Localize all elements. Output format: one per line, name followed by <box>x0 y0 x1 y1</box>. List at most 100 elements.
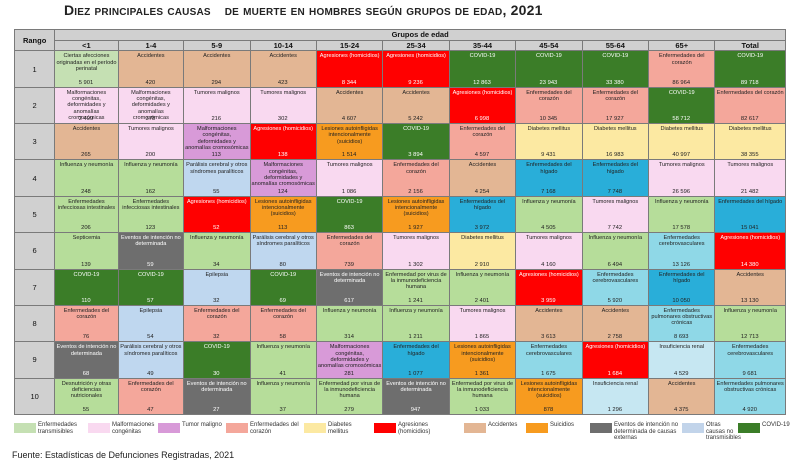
death-count: 80 <box>279 261 286 268</box>
death-count: 162 <box>145 188 156 195</box>
cause-label: COVID-19 <box>73 271 100 278</box>
death-count: 30 <box>213 370 220 377</box>
death-count: 2 758 <box>607 334 623 341</box>
cause-label: Tumores malignos <box>127 126 174 133</box>
cause-label: Tumores malignos <box>592 198 639 205</box>
cause-cell: Parálisis cerebral y otros síndromes par… <box>249 232 317 270</box>
cause-label: Accidentes <box>269 53 297 60</box>
cause-cell: Tumores malignos 200 <box>117 123 185 161</box>
death-count: 123 <box>145 225 156 232</box>
cause-cell: Eventos de intención no determinada 27 <box>183 377 251 416</box>
death-count: 69 <box>279 297 286 304</box>
cause-label: Lesiones autoinfligidas intencionalmente… <box>520 380 578 400</box>
death-count: 302 <box>277 116 288 123</box>
death-count: 15 041 <box>740 225 759 232</box>
table-body: Rango Grupos de edad <1 1-4 5-9 10-14 15-24 2… <box>13 28 786 416</box>
cause-cell: Influenza y neumonía 17 578 <box>648 195 716 234</box>
cause-cell: Tumores malignos 4 160 <box>515 232 583 270</box>
death-count: 4 607 <box>341 116 357 123</box>
column-header: 25-34 <box>382 39 450 52</box>
cause-cell: Enfermedades cerebrovasculares 1 675 <box>515 341 583 379</box>
cause-cell: Malformaciones congénitas, deformidades … <box>315 341 384 379</box>
cause-label: Influenza y neumonía <box>654 198 709 205</box>
cause-label: Influenza y neumonía <box>588 235 643 242</box>
cause-cell: Accidentes 5 242 <box>382 86 450 125</box>
table-row: 6 Septicemia 139 Eventos de intención no de… <box>13 232 786 270</box>
cause-label: Accidentes <box>736 271 764 278</box>
column-header: 10-14 <box>249 39 317 52</box>
death-count: 3 613 <box>541 334 556 341</box>
cause-label: Enfermedades del corazón <box>63 307 110 321</box>
cause-cell: Parálisis cerebral y otros síndromes par… <box>183 159 251 197</box>
cause-label: Enfermedades del hígado <box>526 162 572 175</box>
death-count: 206 <box>81 225 91 232</box>
legend-label: Diabetes mellitus <box>328 422 352 435</box>
rank-cell: 7 <box>13 268 56 306</box>
cause-label: Enfermedades pulmonares obstructivas cró… <box>716 380 784 393</box>
cause-cell: Enfermedades cerebrovasculares 13 126 <box>648 232 716 270</box>
table-row: 3 Accidentes 265 Tumores malignos 200 Malform… <box>13 123 786 161</box>
death-count: 7 742 <box>607 225 623 232</box>
cause-label: Influenza y neumonía <box>723 307 777 314</box>
death-count: 34 <box>213 261 220 268</box>
cause-label: Tumores malignos <box>260 89 307 96</box>
death-count: 1 077 <box>408 370 423 377</box>
cause-cell: Enfermedades del corazón 739 <box>315 232 384 270</box>
cause-cell: COVID-19 57 <box>117 268 185 306</box>
cause-label: Accidentes <box>402 89 430 96</box>
cause-cell: Diabetes mellitus 40 997 <box>648 123 716 161</box>
cause-cell: Diabetes mellitus 16 983 <box>581 123 650 161</box>
death-count: 26 596 <box>672 188 691 195</box>
cause-label: Influenza y neumonía <box>522 198 576 205</box>
legend-label: Eventos de intención no determinada de c… <box>614 422 679 442</box>
death-count: 1 865 <box>474 334 490 341</box>
rank-cell: 4 <box>13 159 56 197</box>
cause-label: Desnutrición y otras deficiencias nutric… <box>61 380 112 400</box>
cause-cell: Parálisis cerebral y otros síndromes par… <box>117 341 185 379</box>
cause-cell: Enfermedad por virus de la inmunodeficie… <box>448 377 517 416</box>
cause-label: Eventos de intención no determinada <box>121 235 181 248</box>
cause-cell: Enfermedades del hígado 7 168 <box>515 159 583 197</box>
death-count: 52 <box>213 225 220 232</box>
table-row: 5 Enfermedades infecciosas intestinales 20… <box>13 195 786 234</box>
death-count: 5 901 <box>78 79 94 86</box>
death-count: 12 863 <box>473 79 491 86</box>
legend-label: COVID-19 <box>762 422 790 428</box>
cause-cell: Influenza y neumonía 12 713 <box>714 304 786 343</box>
cause-cell: Tumores malignos 1 865 <box>448 304 517 343</box>
legend-swatch <box>14 423 36 433</box>
death-count: 1 241 <box>408 297 423 304</box>
cause-label: Accidentes <box>668 380 696 387</box>
cause-cell: Malformaciones congénitas, deformidades … <box>249 159 317 197</box>
age-groups-header: Grupos de edad <box>54 29 786 41</box>
page-title: Diez principales causas de muerte en homb… <box>64 2 764 20</box>
death-count: 16 983 <box>605 152 624 159</box>
cause-cell: Lesiones autoinfligidas intencionalmente… <box>315 123 384 161</box>
cause-label: Enfermedades infecciosas intestinales <box>57 198 116 212</box>
death-count: 1 296 <box>607 407 623 413</box>
cause-label: COVID-19 <box>336 198 363 205</box>
cause-cell: COVID-19 69 <box>249 268 317 306</box>
cause-cell: Enfermedades del hígado 15 041 <box>714 195 786 234</box>
title-part-1: Diez principales causas <box>64 2 211 18</box>
death-count: 4 597 <box>474 152 490 159</box>
cause-cell: Diabetes mellitus 9 431 <box>515 123 583 161</box>
cause-cell: Enfermedades del corazón 82 617 <box>714 86 786 125</box>
cause-label: Influenza y neumonía <box>190 235 244 242</box>
death-count: 1 086 <box>341 188 357 195</box>
cause-cell: Malformaciones congénitas, deformidades … <box>183 123 251 161</box>
legend-swatch <box>682 423 704 433</box>
cause-cell: Desnutrición y otras deficiencias nutric… <box>54 377 119 416</box>
death-count: 2 910 <box>474 261 490 268</box>
death-count: 2 156 <box>408 188 423 195</box>
cause-label: Tumores malignos <box>658 162 705 169</box>
cause-label: Influenza y neumonía <box>59 162 114 169</box>
cause-label: Accidentes <box>72 126 101 133</box>
cause-cell: Enfermedades infecciosas intestinales 123 <box>117 195 185 234</box>
table-row: 4 Influenza y neumonía 248 Influenza y neum… <box>13 159 786 197</box>
death-count: 5 920 <box>607 297 623 304</box>
column-header: 65+ <box>648 39 716 52</box>
column-header: 55-64 <box>581 39 650 52</box>
legend: Enfermedades transmisibles Malformaciones… <box>14 421 790 445</box>
death-count: 58 712 <box>672 116 691 123</box>
